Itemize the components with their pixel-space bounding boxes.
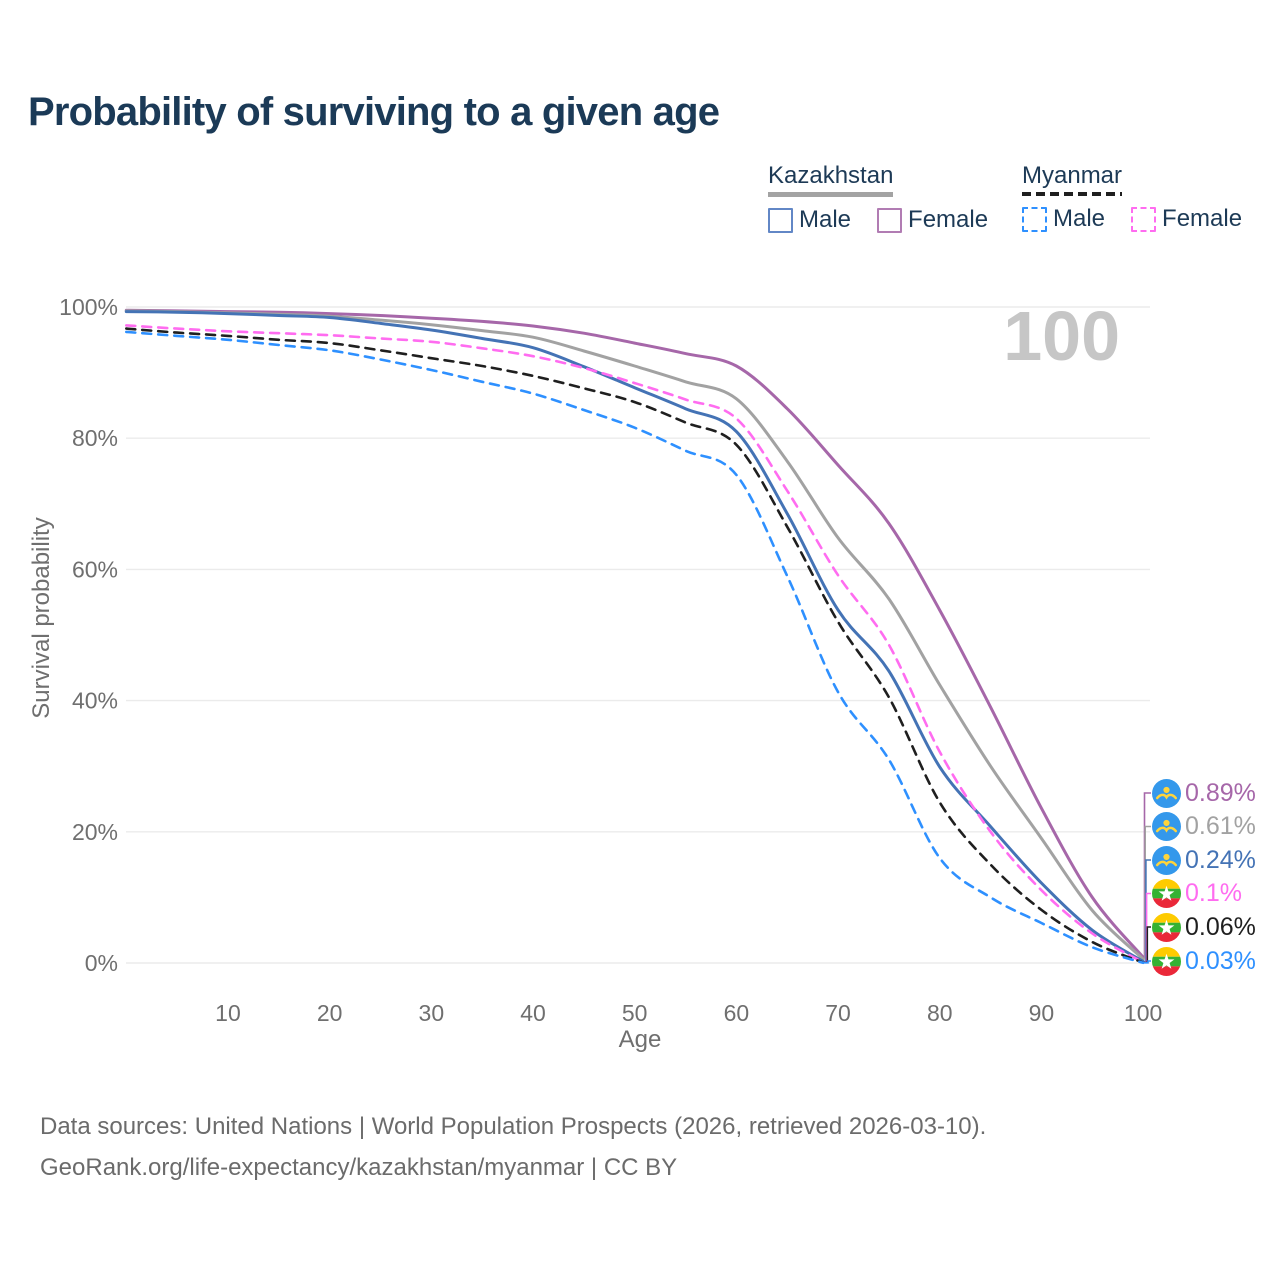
y-axis-title: Survival probability bbox=[28, 517, 55, 719]
legend-item-myanmar-male[interactable]: Male bbox=[1022, 205, 1105, 233]
legend-header-myanmar[interactable]: Myanmar bbox=[1022, 162, 1123, 196]
series-line-myanmar-male[interactable] bbox=[125, 330, 1145, 965]
legend-group-myanmar: Myanmar Male Female bbox=[1022, 163, 1242, 233]
x-axis-title: Age bbox=[618, 1026, 662, 1053]
x-tick-label: 20 bbox=[317, 1000, 343, 1026]
legend-item-kazakhstan-male[interactable]: Male bbox=[768, 206, 851, 234]
y-tick-label: 0% bbox=[85, 950, 118, 976]
legend-items-myanmar: Male Female bbox=[1022, 205, 1242, 233]
kazakhstan-line-style-swatch bbox=[768, 192, 894, 197]
y-tick-label: 40% bbox=[72, 688, 118, 714]
x-tick-label: 30 bbox=[419, 1000, 445, 1026]
series-line-myanmar-both-sexes[interactable] bbox=[125, 327, 1145, 964]
hovered-age-indicator: 100 bbox=[1003, 297, 1120, 375]
kazakhstan-male-swatch-icon bbox=[768, 207, 793, 233]
x-tick-label: 60 bbox=[724, 1000, 750, 1026]
legend-item-myanmar-female[interactable]: Female bbox=[1131, 205, 1242, 233]
series-line-kazakhstan-male[interactable] bbox=[124, 310, 1145, 963]
series-line-kazakhstan-both-sexes[interactable] bbox=[124, 309, 1145, 961]
myanmar-male-swatch-icon bbox=[1022, 206, 1047, 232]
legend-item-label: Female bbox=[908, 206, 989, 233]
legend-item-label: Female bbox=[1162, 205, 1243, 232]
legend-items-kazakhstan: Male Female bbox=[768, 206, 988, 234]
x-tick-label: 90 bbox=[1029, 1000, 1055, 1026]
myanmar-female-swatch-icon bbox=[1131, 206, 1157, 232]
series-line-kazakhstan-female[interactable] bbox=[124, 308, 1145, 959]
data-sources-line: Data sources: United Nations | World Pop… bbox=[40, 1113, 987, 1140]
legend-item-label: Male bbox=[1053, 205, 1106, 232]
x-tick-label: 10 bbox=[215, 1000, 241, 1026]
y-tick-label: 60% bbox=[72, 556, 118, 582]
legend-country-label: Myanmar bbox=[1022, 162, 1123, 189]
legend-country-label: Kazakhstan bbox=[768, 162, 894, 189]
x-tick-label: 40 bbox=[520, 1000, 546, 1026]
y-tick-label: 20% bbox=[72, 819, 118, 845]
page-title: Probability of surviving to a given age bbox=[28, 90, 720, 134]
attribution-line: GeoRank.org/life-expectancy/kazakhstan/m… bbox=[40, 1154, 678, 1181]
legend-item-kazakhstan-female[interactable]: Female bbox=[877, 206, 988, 234]
footer: Data sources: United Nations | World Pop… bbox=[40, 1106, 986, 1188]
end-label-connector bbox=[1143, 960, 1151, 964]
kazakhstan-female-swatch-icon bbox=[877, 207, 903, 233]
legend-header-kazakhstan[interactable]: Kazakhstan bbox=[768, 162, 894, 197]
x-tick-label: 70 bbox=[825, 1000, 851, 1026]
y-tick-label: 100% bbox=[59, 294, 118, 320]
x-tick-label: 100 bbox=[1124, 1000, 1162, 1026]
y-tick-label: 80% bbox=[72, 425, 118, 451]
legend-group-kazakhstan: Kazakhstan Male Female bbox=[768, 163, 988, 234]
myanmar-line-style-swatch bbox=[1022, 192, 1123, 196]
x-tick-label: 80 bbox=[927, 1000, 953, 1026]
legend-item-label: Male bbox=[799, 206, 852, 233]
series-line-myanmar-female[interactable] bbox=[125, 324, 1145, 964]
x-tick-label: 50 bbox=[622, 1000, 648, 1026]
